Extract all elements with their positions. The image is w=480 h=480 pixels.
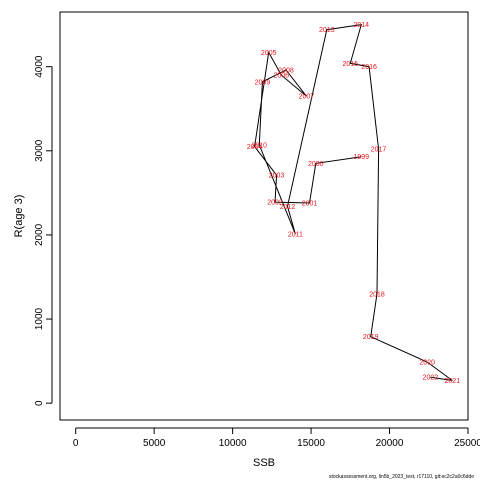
point-label-2019: 2019 <box>363 334 379 341</box>
y-tick-label: 3000 <box>34 139 45 162</box>
x-tick-label: 15000 <box>297 438 325 449</box>
point-label-2006: 2006 <box>273 73 289 80</box>
y-tick-label: 1000 <box>34 307 45 330</box>
y-tick-label: 0 <box>34 400 45 406</box>
y-tick-label: 4000 <box>34 55 45 78</box>
point-label-2014: 2014 <box>354 22 370 29</box>
point-label-2000: 2000 <box>308 161 324 168</box>
y-axis-title: R(age 3) <box>13 195 25 238</box>
plot-frame <box>59 11 469 421</box>
point-label-2015: 2015 <box>343 61 359 68</box>
x-tick-label: 0 <box>73 438 79 449</box>
point-label-2021: 2021 <box>445 378 461 385</box>
point-label-2018: 2018 <box>369 291 385 298</box>
credit-note: stockassessment.org, lin5b_2023_test, r1… <box>329 474 474 480</box>
point-label-2009: 2009 <box>255 79 271 86</box>
point-label-2008: 2008 <box>278 68 294 75</box>
point-label-2013: 2013 <box>319 27 335 34</box>
point-label-2011: 2011 <box>288 232 303 239</box>
point-label-2005: 2005 <box>261 50 277 57</box>
y-tick-label: 2000 <box>34 223 45 246</box>
point-label-2003: 2003 <box>269 173 285 180</box>
x-axis: 0 5000 10000 15000 20000 25000 <box>73 427 480 449</box>
series-line <box>254 23 453 381</box>
x-tick-label: 5000 <box>143 438 166 449</box>
point-label-2007: 2007 <box>299 94 315 101</box>
point-label-2016: 2016 <box>361 64 377 71</box>
point-label-2004: 2004 <box>247 144 263 151</box>
point-label-2017: 2017 <box>371 147 387 154</box>
y-axis: 0 1000 2000 3000 4000 <box>34 55 53 406</box>
point-labels: 1999 2000 2001 2002 2003 2004 2005 2006 2007 2008… <box>247 22 460 385</box>
point-label-2001: 2001 <box>302 200 318 207</box>
point-label-2012: 2012 <box>280 204 296 211</box>
x-tick-label: 10000 <box>219 438 247 449</box>
x-tick-label: 20000 <box>376 438 404 449</box>
point-label-2010: 2010 <box>252 142 268 149</box>
point-label-1999: 1999 <box>354 154 370 161</box>
point-label-2022: 2022 <box>423 375 439 382</box>
x-axis-title: SSB <box>253 457 275 469</box>
point-label-2020: 2020 <box>419 359 435 366</box>
x-tick-label: 25000 <box>454 438 480 449</box>
point-label-2002: 2002 <box>267 200 283 207</box>
